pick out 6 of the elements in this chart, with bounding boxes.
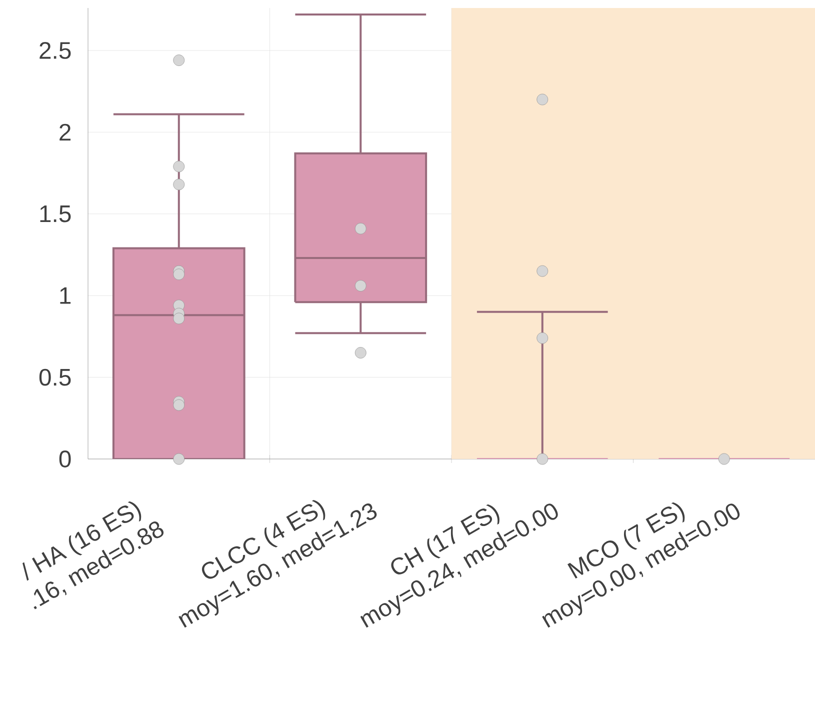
y-tick-label: 2 [60,124,71,141]
y-tick-label: 0.5 [39,368,71,386]
y-tick-label: 1.5 [40,206,71,222]
y-tick-label: 0 [59,450,71,468]
y-tick-label: 2.5 [40,42,71,59]
y-tick-label: 1 [60,287,71,304]
